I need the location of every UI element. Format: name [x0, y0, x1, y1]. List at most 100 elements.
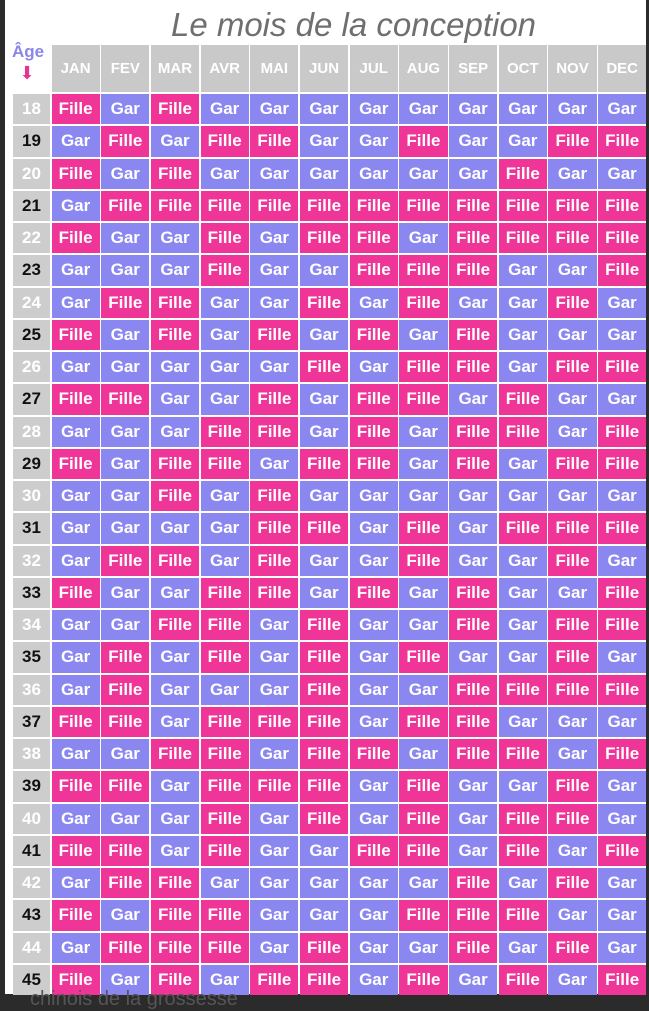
age-cell: 31 [13, 513, 50, 544]
prediction-cell-fille: Fille [548, 126, 597, 157]
prediction-cell-gar: Gar [250, 674, 299, 705]
prediction-cell-gar: Gar [399, 416, 448, 447]
prediction-cell-gar: Gar [101, 448, 150, 479]
prediction-cell-fille: Fille [150, 319, 200, 350]
prediction-cell-gar: Gar [250, 94, 299, 125]
prediction-cell-gar: Gar [498, 352, 547, 383]
age-cell: 36 [13, 674, 50, 705]
prediction-cell-fille: Fille [548, 190, 597, 221]
prediction-cell-fille: Fille [150, 900, 200, 931]
prediction-cell-fille: Fille [548, 448, 597, 479]
prediction-cell-fille: Fille [250, 545, 299, 576]
prediction-cell-fille: Fille [598, 416, 647, 447]
prediction-cell-fille: Fille [299, 771, 349, 802]
prediction-cell-fille: Fille [399, 384, 448, 415]
prediction-cell-gar: Gar [51, 255, 100, 286]
prediction-cell-gar: Gar [250, 739, 299, 770]
prediction-cell-fille: Fille [399, 900, 448, 931]
prediction-cell-fille: Fille [299, 352, 349, 383]
prediction-cell-gar: Gar [200, 319, 249, 350]
age-cell: 19 [13, 126, 50, 157]
prediction-cell-gar: Gar [598, 642, 647, 673]
prediction-cell-gar: Gar [548, 900, 597, 931]
prediction-cell-gar: Gar [51, 803, 100, 834]
prediction-cell-gar: Gar [150, 352, 200, 383]
prediction-cell-fille: Fille [349, 577, 398, 608]
prediction-cell-gar: Gar [349, 287, 398, 318]
prediction-cell-fille: Fille [449, 706, 498, 737]
prediction-cell-gar: Gar [498, 448, 547, 479]
prediction-cell-fille: Fille [449, 223, 498, 254]
prediction-cell-fille: Fille [548, 223, 597, 254]
prediction-cell-gar: Gar [299, 416, 349, 447]
prediction-cell-gar: Gar [51, 868, 100, 899]
prediction-cell-gar: Gar [51, 287, 100, 318]
prediction-cell-gar: Gar [399, 674, 448, 705]
prediction-cell-gar: Gar [299, 577, 349, 608]
prediction-cell-fille: Fille [449, 448, 498, 479]
prediction-cell-gar: Gar [498, 642, 547, 673]
prediction-cell-gar: Gar [101, 223, 150, 254]
prediction-cell-gar: Gar [51, 610, 100, 641]
prediction-cell-gar: Gar [548, 416, 597, 447]
prediction-cell-gar: Gar [101, 513, 150, 544]
prediction-cell-gar: Gar [598, 706, 647, 737]
prediction-cell-gar: Gar [498, 255, 547, 286]
prediction-cell-gar: Gar [449, 835, 498, 866]
prediction-cell-gar: Gar [150, 577, 200, 608]
prediction-cell-gar: Gar [548, 706, 597, 737]
age-cell: 20 [13, 158, 50, 189]
prediction-cell-gar: Gar [299, 481, 349, 512]
prediction-cell-fille: Fille [200, 706, 249, 737]
prediction-cell-gar: Gar [150, 642, 200, 673]
prediction-cell-gar: Gar [150, 674, 200, 705]
prediction-cell-fille: Fille [548, 642, 597, 673]
age-cell: 35 [13, 642, 50, 673]
month-header: MAI [250, 45, 299, 92]
prediction-cell-fille: Fille [101, 384, 150, 415]
prediction-cell-gar: Gar [101, 416, 150, 447]
prediction-cell-fille: Fille [498, 223, 547, 254]
prediction-cell-fille: Fille [449, 190, 498, 221]
prediction-cell-gar: Gar [150, 416, 200, 447]
prediction-cell-gar: Gar [548, 384, 597, 415]
prediction-cell-gar: Gar [51, 416, 100, 447]
age-cell: 28 [13, 416, 50, 447]
prediction-cell-gar: Gar [498, 545, 547, 576]
prediction-cell-fille: Fille [299, 223, 349, 254]
prediction-cell-fille: Fille [399, 287, 448, 318]
prediction-cell-gar: Gar [349, 94, 398, 125]
prediction-cell-fille: Fille [200, 448, 249, 479]
prediction-cell-gar: Gar [101, 158, 150, 189]
age-cell: 30 [13, 481, 50, 512]
prediction-cell-fille: Fille [101, 545, 150, 576]
prediction-cell-fille: Fille [548, 545, 597, 576]
prediction-cell-gar: Gar [250, 448, 299, 479]
prediction-cell-fille: Fille [200, 577, 249, 608]
prediction-cell-gar: Gar [51, 513, 100, 544]
prediction-cell-gar: Gar [250, 868, 299, 899]
prediction-cell-fille: Fille [299, 642, 349, 673]
prediction-cell-fille: Fille [598, 255, 647, 286]
prediction-cell-fille: Fille [449, 674, 498, 705]
prediction-cell-gar: Gar [250, 642, 299, 673]
prediction-cell-gar: Gar [349, 352, 398, 383]
prediction-cell-gar: Gar [349, 803, 398, 834]
age-cell: 38 [13, 739, 50, 770]
prediction-cell-gar: Gar [498, 932, 547, 963]
month-header: OCT [498, 45, 547, 92]
prediction-cell-gar: Gar [200, 94, 249, 125]
prediction-cell-fille: Fille [598, 126, 647, 157]
prediction-cell-fille: Fille [250, 190, 299, 221]
prediction-cell-fille: Fille [449, 868, 498, 899]
prediction-cell-gar: Gar [498, 868, 547, 899]
prediction-cell-fille: Fille [299, 287, 349, 318]
prediction-cell-fille: Fille [598, 223, 647, 254]
prediction-cell-gar: Gar [598, 900, 647, 931]
prediction-cell-fille: Fille [150, 190, 200, 221]
prediction-cell-fille: Fille [598, 835, 647, 866]
prediction-cell-fille: Fille [250, 481, 299, 512]
prediction-cell-gar: Gar [51, 674, 100, 705]
prediction-cell-gar: Gar [299, 319, 349, 350]
prediction-cell-fille: Fille [101, 642, 150, 673]
